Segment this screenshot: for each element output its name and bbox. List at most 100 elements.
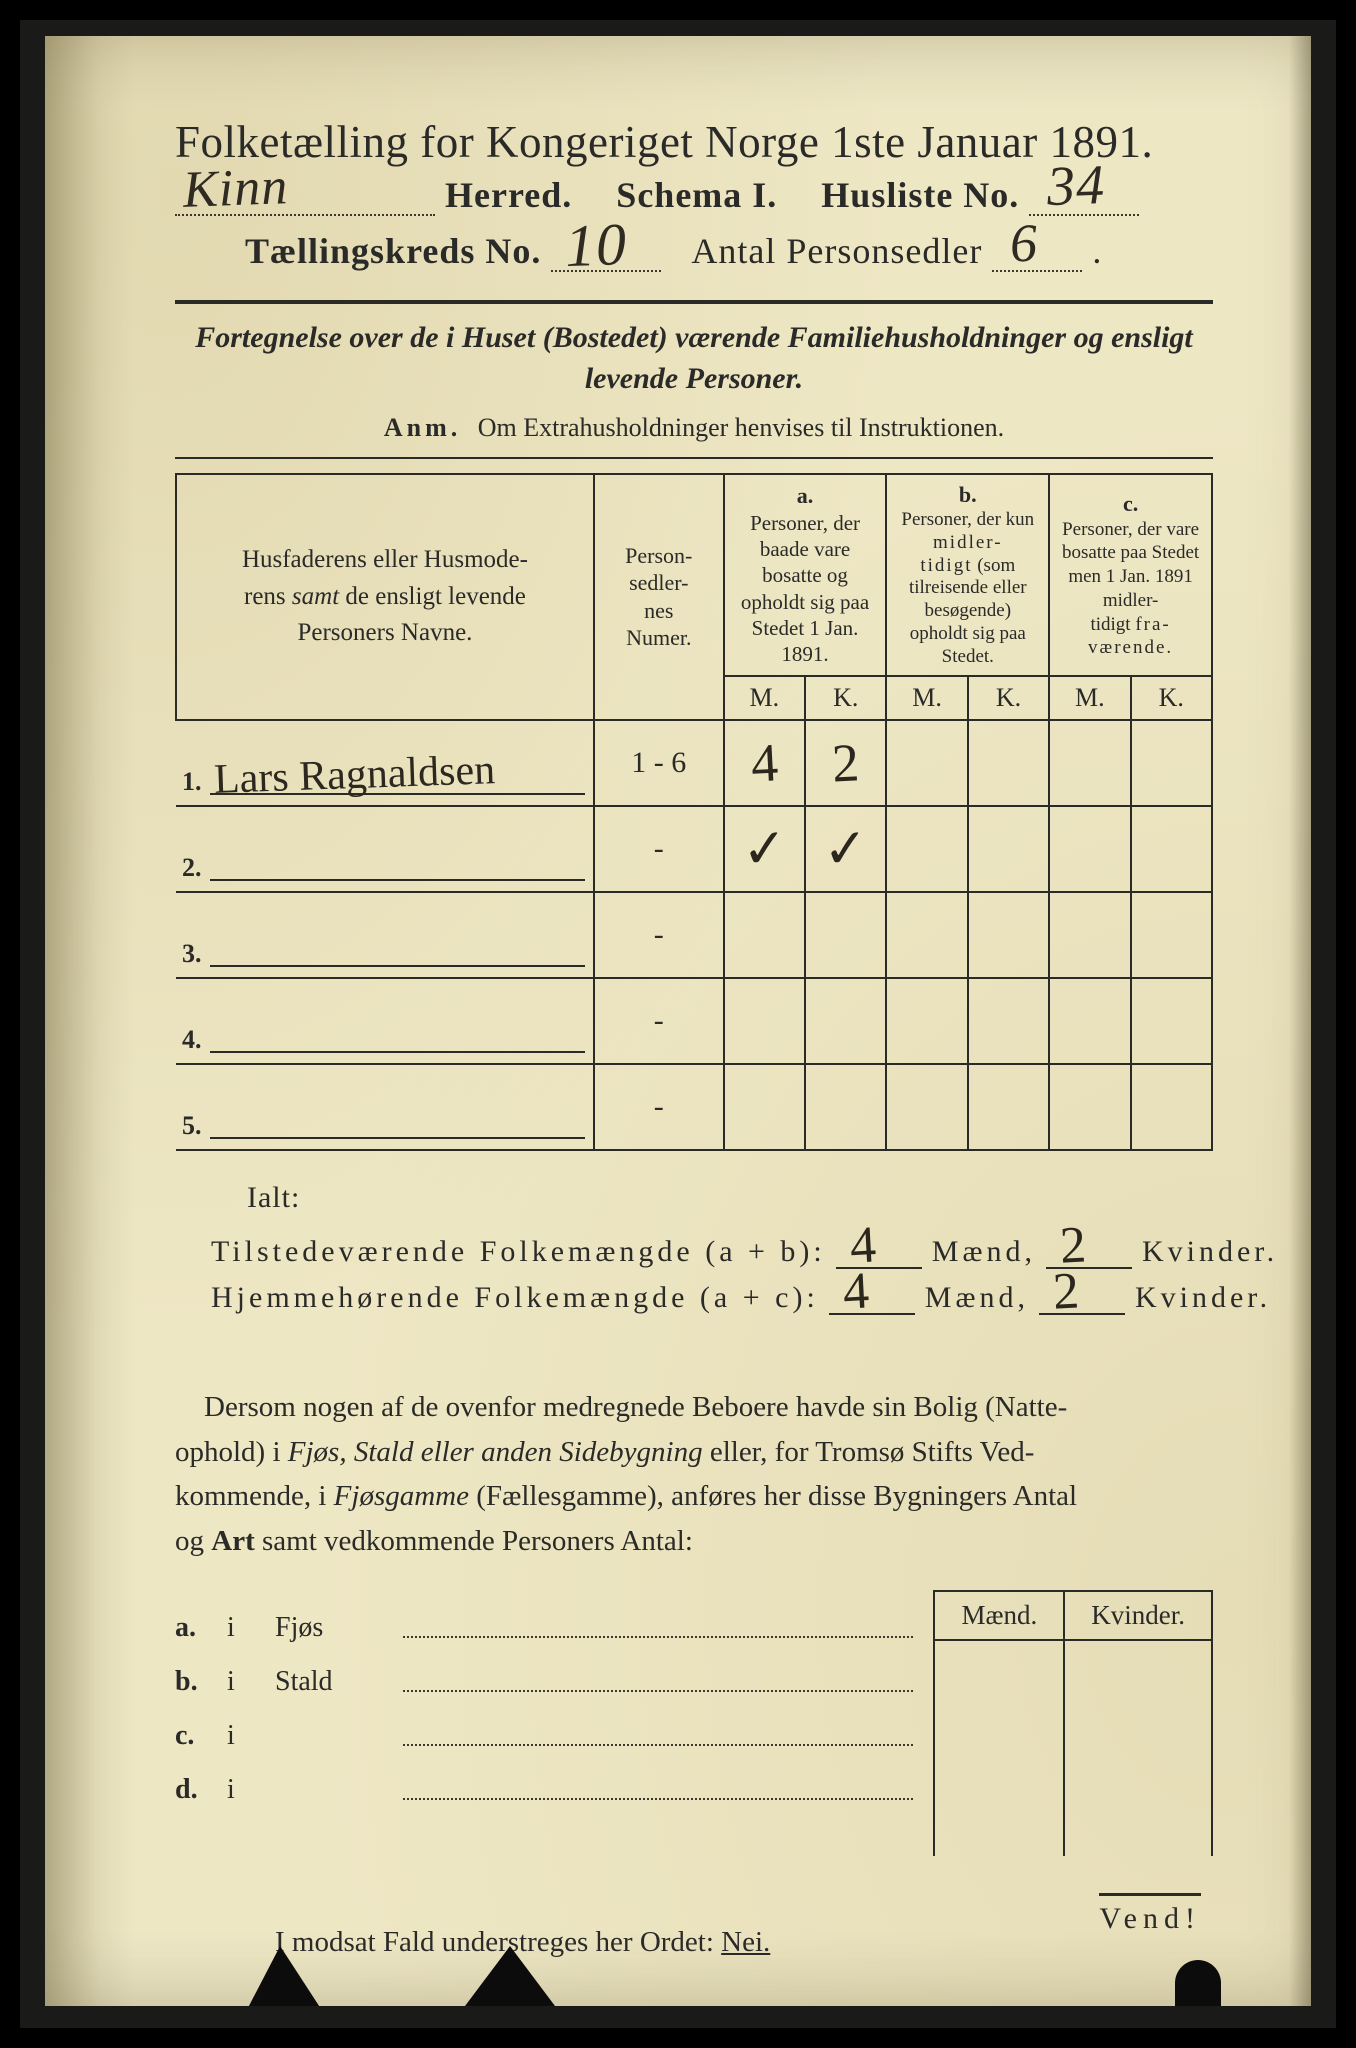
list-item: a.iFjøs [175,1590,913,1644]
header-row-1: Kinn Herred. Schema I. Husliste No. 34 [175,174,1213,216]
cell-b-k [968,978,1049,1064]
cell-c-k [1131,720,1212,806]
cell-a-m [724,892,805,978]
row-name-cell: 2. [176,806,594,892]
side-building-list: a.iFjøsb.iStaldc.id.i [175,1590,913,1806]
cell-b-m [886,978,967,1064]
row-num-cell: - [594,892,724,978]
cell-a-k [805,978,886,1064]
maend-label: Mænd, [932,1235,1036,1269]
schema-label: Schema I. [616,174,777,216]
cell-a-k [805,1064,886,1150]
cell-b-k [968,1064,1049,1150]
side-building-block: a.iFjøsb.iStaldc.id.i Mænd. Kvinder. [175,1590,1213,1856]
col-header-number: Person-sedler-nesNumer. [594,474,724,720]
list-item: c.i [175,1698,913,1752]
cell-c-m [1049,978,1130,1064]
kreds-value: 10 [564,210,628,281]
cell-a-k: 2 [805,720,886,806]
row-num-cell: - [594,1064,724,1150]
anm-line: Anm. Om Extrahusholdninger henvises til … [175,413,1213,443]
mini-cell [1064,1802,1212,1856]
cell-a-m: ✓ [724,806,805,892]
mini-cell [1064,1748,1212,1802]
punch-hole [1175,1960,1221,2006]
total-resident: Hjemmehørende Folkemængde (a + c): 4 Mæn… [211,1275,1213,1315]
table-row: 3.- [176,892,1212,978]
modsat-line: I modsat Fald understreges her Ordet: Ne… [175,1926,1213,1959]
cell-b-m [886,1064,967,1150]
cell-b-k [968,720,1049,806]
total-resident-m-field: 4 [829,1275,915,1315]
cell-b-m [886,720,967,806]
mini-cell [934,1640,1064,1694]
total-resident-k-field: 2 [1039,1275,1125,1315]
cell-c-m [1049,720,1130,806]
vend-label: Vend! [1099,1893,1201,1936]
anm-text: Om Extrahusholdninger henvises til Instr… [478,413,1004,442]
kvinder-label: Kvinder. [1142,1235,1278,1269]
header-row-2: Tællingskreds No. 10 Antal Personsedler … [175,230,1213,272]
husliste-label: Husliste No. [821,174,1019,216]
mini-head-k: Kvinder. [1064,1591,1212,1640]
col-header-b: b. Personer, der kun midler-tidigt (som … [886,474,1049,676]
cell-a-m [724,978,805,1064]
cell-c-m [1049,892,1130,978]
cell-b-m [886,806,967,892]
col-header-a: a. Personer, der baade vare bosatte og o… [724,474,887,676]
row-num-cell: 1 - 6 [594,720,724,806]
anm-label: Anm. [384,413,461,442]
mk-c-m: M. [1049,676,1130,720]
cell-a-k [805,892,886,978]
col-header-name: Husfaderens eller Husmode-rens samt de e… [176,474,594,720]
row-name-cell: 5. [176,1064,594,1150]
mini-cell [1064,1640,1212,1694]
maend-label-2: Mænd, [925,1281,1029,1315]
mini-cell [934,1748,1064,1802]
col-header-c: c. Personer, der vare bosatte paa Stedet… [1049,474,1212,676]
mk-b-m: M. [886,676,967,720]
mini-head-m: Mænd. [934,1591,1064,1640]
cell-c-m [1049,806,1130,892]
cell-b-k [968,806,1049,892]
row-num-cell: - [594,978,724,1064]
cell-a-k: ✓ [805,806,886,892]
mk-b-k: K. [968,676,1049,720]
cell-c-k [1131,1064,1212,1150]
rule-2 [175,457,1213,459]
table-row: 1.Lars Ragnaldsen1 - 642 [176,720,1212,806]
table-row: 2.-✓✓ [176,806,1212,892]
mini-cell [934,1694,1064,1748]
mini-cell [934,1802,1064,1856]
cell-b-k [968,892,1049,978]
herred-field: Kinn [175,174,435,216]
row-name-cell: 3. [176,892,594,978]
mk-a-k: K. [805,676,886,720]
mk-a-m: M. [724,676,805,720]
mini-cell [1064,1694,1212,1748]
list-item: b.iStald [175,1644,913,1698]
antal-value: 6 [1009,212,1039,275]
table-row: 5.- [176,1064,1212,1150]
row-num-cell: - [594,806,724,892]
section-subhead: Fortegnelse over de i Huset (Bostedet) v… [175,318,1213,399]
cell-a-m [724,1064,805,1150]
cell-a-m: 4 [724,720,805,806]
kvinder-label-2: Kvinder. [1135,1281,1271,1315]
cell-c-m [1049,1064,1130,1150]
mk-c-k: K. [1131,676,1212,720]
cell-c-k [1131,892,1212,978]
herred-label: Herred. [445,174,572,216]
row-name-cell: 4. [176,978,594,1064]
table-row: 4.- [176,978,1212,1064]
total-resident-label: Hjemmehørende Folkemængde (a + c): [211,1281,819,1315]
side-building-paragraph: Dersom nogen af de ovenfor medregnede Be… [175,1385,1213,1565]
edge-shadow [1289,36,1311,2006]
husliste-value: 34 [1046,153,1106,219]
kreds-field: 10 [551,230,661,272]
kreds-label: Tællingskreds No. [245,230,541,272]
cell-c-k [1131,978,1212,1064]
herred-value: Kinn [182,157,289,220]
antal-label: Antal Personsedler [691,230,982,272]
rule-1 [175,300,1213,304]
